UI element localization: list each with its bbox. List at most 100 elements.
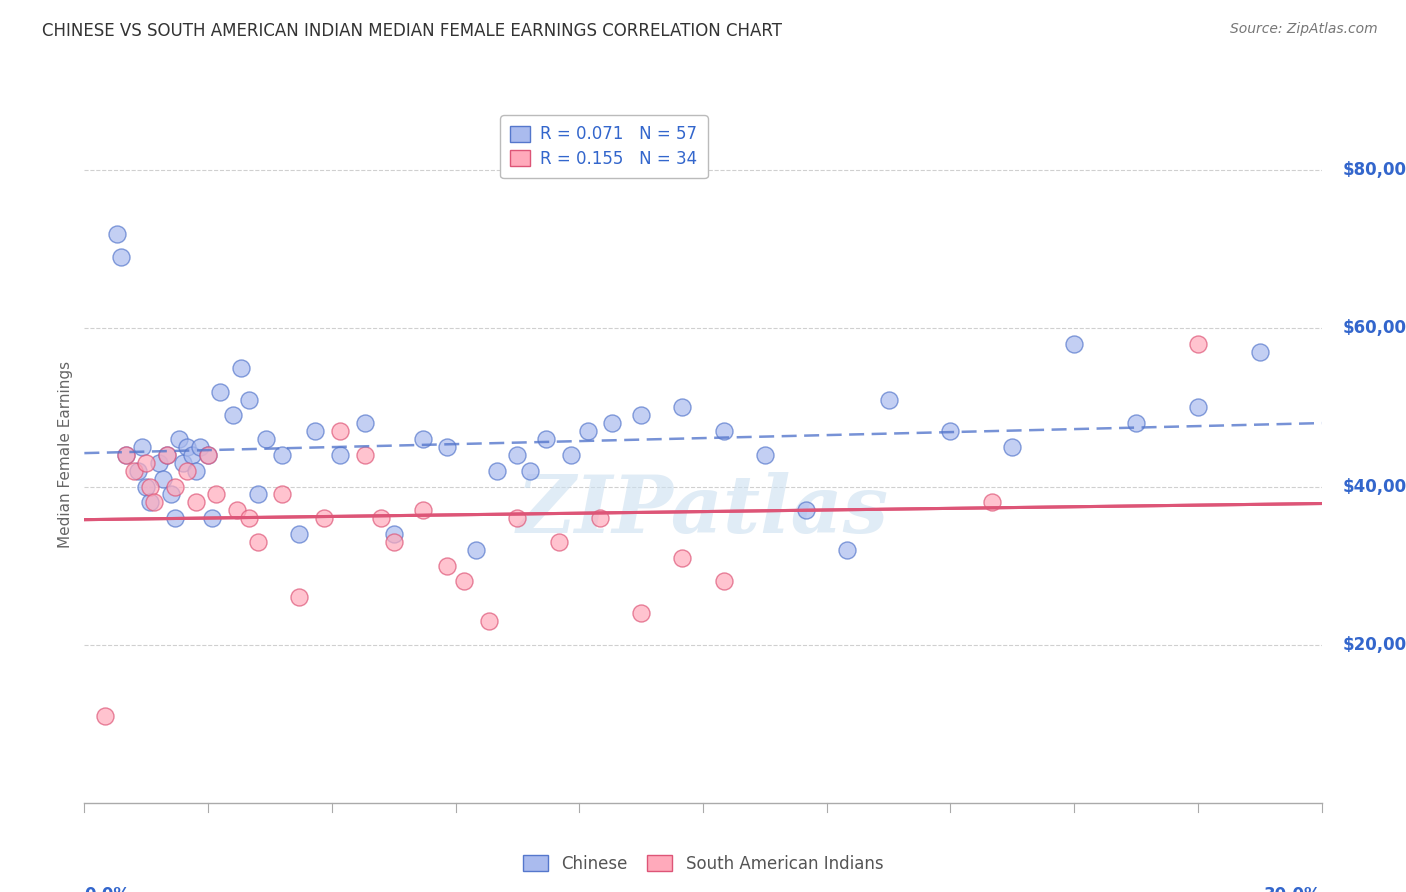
Text: $40,000: $40,000: [1343, 477, 1406, 496]
Point: [114, 448, 136, 462]
Point: [254, 432, 277, 446]
Point: [94, 708, 117, 723]
Point: [485, 464, 508, 478]
Point: [312, 511, 335, 525]
Point: [436, 440, 458, 454]
Point: [271, 487, 294, 501]
Point: [671, 550, 693, 565]
Point: [754, 448, 776, 462]
Point: [209, 384, 232, 399]
Point: [412, 503, 434, 517]
Point: [152, 472, 174, 486]
Point: [226, 503, 249, 517]
Text: CHINESE VS SOUTH AMERICAN INDIAN MEDIAN FEMALE EARNINGS CORRELATION CHART: CHINESE VS SOUTH AMERICAN INDIAN MEDIAN …: [42, 22, 782, 40]
Point: [238, 392, 260, 407]
Point: [205, 487, 228, 501]
Point: [110, 250, 132, 264]
Point: [201, 511, 224, 525]
Text: $20,000: $20,000: [1343, 636, 1406, 654]
Point: [506, 448, 529, 462]
Point: [156, 448, 179, 462]
Point: [1249, 345, 1271, 359]
Point: [304, 424, 326, 438]
Point: [180, 448, 202, 462]
Point: [939, 424, 962, 438]
Point: [382, 535, 405, 549]
Text: 30.0%: 30.0%: [1264, 887, 1322, 892]
Point: [370, 511, 392, 525]
Point: [114, 448, 136, 462]
Text: $60,000: $60,000: [1343, 319, 1406, 337]
Text: Source: ZipAtlas.com: Source: ZipAtlas.com: [1230, 22, 1378, 37]
Point: [980, 495, 1002, 509]
Point: [288, 527, 311, 541]
Point: [506, 511, 529, 525]
Point: [184, 464, 207, 478]
Point: [547, 535, 569, 549]
Point: [589, 511, 612, 525]
Point: [1125, 417, 1147, 431]
Point: [271, 448, 294, 462]
Point: [176, 440, 198, 454]
Point: [131, 440, 153, 454]
Point: [1187, 401, 1209, 415]
Point: [184, 495, 207, 509]
Point: [837, 542, 859, 557]
Point: [167, 432, 190, 446]
Point: [630, 606, 652, 620]
Point: [229, 361, 252, 376]
Point: [246, 535, 269, 549]
Point: [1063, 337, 1085, 351]
Point: [156, 448, 179, 462]
Point: [127, 464, 149, 478]
Point: [329, 424, 352, 438]
Point: [477, 614, 499, 628]
Y-axis label: Median Female Earnings: Median Female Earnings: [58, 361, 73, 549]
Text: ZIPatlas: ZIPatlas: [517, 472, 889, 549]
Point: [197, 448, 219, 462]
Point: [600, 417, 623, 431]
Point: [246, 487, 269, 501]
Point: [122, 464, 145, 478]
Point: [165, 511, 187, 525]
Point: [148, 456, 170, 470]
Point: [165, 479, 187, 493]
Point: [135, 479, 157, 493]
Point: [1001, 440, 1024, 454]
Point: [353, 417, 375, 431]
Point: [536, 432, 558, 446]
Point: [1187, 337, 1209, 351]
Point: [105, 227, 128, 241]
Point: [139, 479, 162, 493]
Text: 0.0%: 0.0%: [84, 887, 131, 892]
Point: [176, 464, 198, 478]
Point: [197, 448, 219, 462]
Point: [143, 495, 166, 509]
Point: [288, 591, 311, 605]
Point: [713, 574, 735, 589]
Point: [453, 574, 475, 589]
Point: [135, 456, 157, 470]
Point: [139, 495, 162, 509]
Point: [560, 448, 582, 462]
Point: [382, 527, 405, 541]
Point: [630, 409, 652, 423]
Point: [160, 487, 183, 501]
Point: [671, 401, 693, 415]
Point: [238, 511, 260, 525]
Point: [576, 424, 599, 438]
Point: [329, 448, 352, 462]
Legend: R = 0.071   N = 57, R = 0.155   N = 34: R = 0.071 N = 57, R = 0.155 N = 34: [501, 115, 707, 178]
Point: [465, 542, 488, 557]
Point: [222, 409, 245, 423]
Point: [172, 456, 194, 470]
Legend: Chinese, South American Indians: Chinese, South American Indians: [516, 848, 890, 880]
Point: [188, 440, 211, 454]
Point: [519, 464, 541, 478]
Text: $80,000: $80,000: [1343, 161, 1406, 179]
Point: [436, 558, 458, 573]
Point: [877, 392, 900, 407]
Point: [353, 448, 375, 462]
Point: [713, 424, 735, 438]
Point: [412, 432, 434, 446]
